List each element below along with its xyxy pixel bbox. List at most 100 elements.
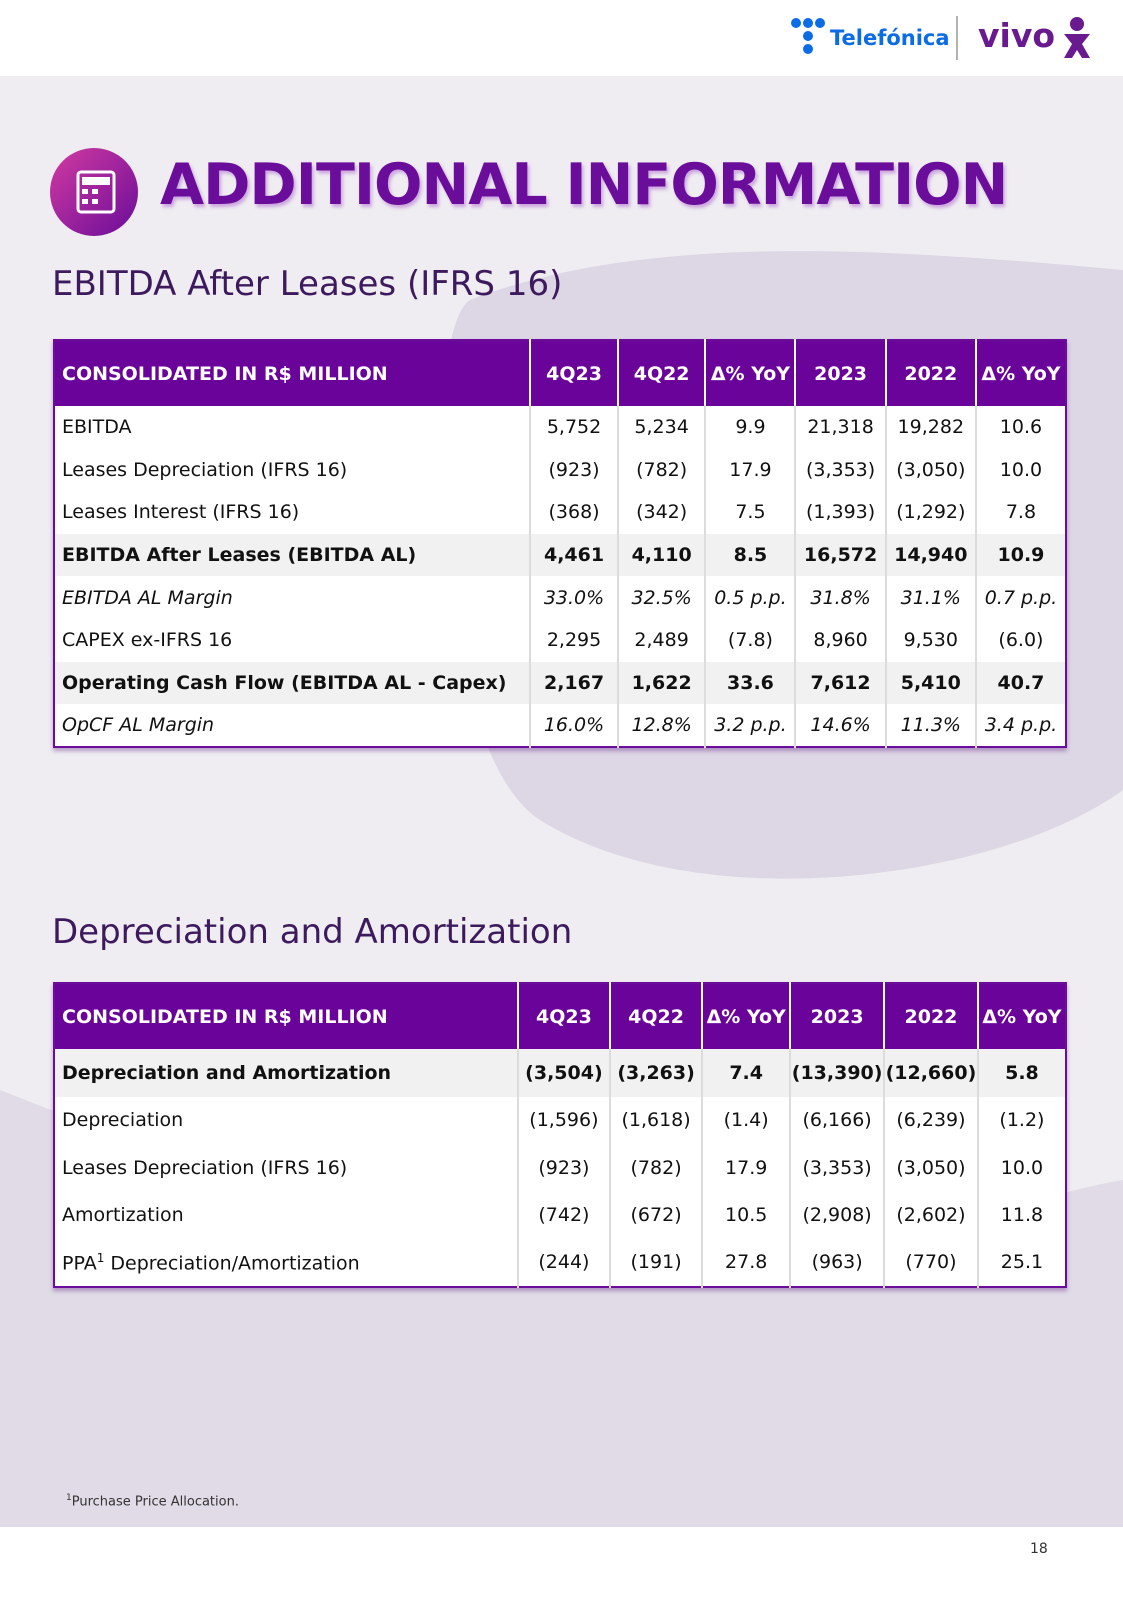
label-text: Depreciation and Amortization	[62, 1061, 392, 1084]
label-text: Amortization	[62, 1204, 184, 1227]
cell: (1,393)	[794, 491, 886, 534]
cell: (770)	[883, 1239, 978, 1287]
label-text: CAPEX ex-IFRS 16	[62, 629, 233, 652]
label-text: Leases Depreciation (IFRS 16)	[62, 458, 348, 481]
cell: 5,410	[884, 661, 976, 705]
row-label: Leases Interest (IFRS 16)	[54, 491, 530, 534]
column-header: Δ% YoY	[974, 340, 1066, 406]
table-row: Leases Depreciation (IFRS 16) (923) (782) 1…	[54, 448, 1066, 492]
logos	[791, 16, 1090, 60]
cell: 4,461	[529, 533, 618, 577]
row-label: OpCF AL Margin	[54, 704, 530, 747]
cell: 3.4 p.p.	[974, 704, 1066, 747]
table-row: EBITDA 5,752 5,234 9.9 21,318 19,282 10.6	[54, 406, 1066, 449]
cell: 5.8	[976, 1049, 1066, 1097]
cell: (3,050)	[883, 1144, 978, 1192]
cell: 3.2 p.p.	[704, 704, 796, 747]
cell: 21,318	[794, 406, 886, 449]
label-text: Leases Depreciation (IFRS 16)	[62, 1156, 348, 1179]
cell: (1,292)	[884, 491, 976, 534]
cell: (12,660)	[883, 1049, 978, 1097]
cell: 27.8	[701, 1239, 791, 1287]
cell: 7.4	[701, 1049, 791, 1097]
label-text: Leases Interest (IFRS 16)	[62, 501, 300, 524]
cell: (191)	[608, 1239, 703, 1287]
cell: 0.7 p.p.	[974, 576, 1066, 619]
label-text: EBITDA	[62, 416, 132, 439]
cell: 31.8%	[794, 576, 886, 619]
cell: (1,596)	[516, 1096, 610, 1144]
brand: vivo	[978, 16, 1056, 55]
cell: (3,050)	[884, 448, 976, 492]
cell: 2,489	[616, 618, 706, 662]
cell: (742)	[516, 1191, 610, 1239]
section-heading: EBITDA After Leases (IFRS 16)	[52, 264, 563, 304]
cell: (3,353)	[794, 448, 886, 492]
label-superscript: 1	[96, 1250, 105, 1265]
cell: 2,167	[529, 661, 618, 705]
data-table: CONSOLIDATED IN R$ MILLION 4Q23 4Q22 Δ% YoY…	[53, 982, 1067, 1288]
column-header: 2023	[794, 340, 886, 406]
cell: 5,234	[616, 406, 706, 449]
footer-bar	[0, 1527, 1123, 1598]
cell: 10.9	[974, 533, 1066, 577]
section-heading: Depreciation and Amortization	[52, 912, 573, 952]
cell: 7,612	[794, 661, 886, 705]
cell: 9,530	[884, 618, 976, 662]
cell: (782)	[616, 448, 706, 492]
cell: (7.8)	[704, 618, 796, 662]
footnote: 1Purchase Price Allocation.	[66, 1493, 239, 1509]
cell: 10.0	[974, 448, 1066, 492]
cell: (342)	[616, 491, 706, 534]
cell: 8,960	[794, 618, 886, 662]
cell: (1,618)	[608, 1096, 703, 1144]
cell: 19,282	[884, 406, 976, 449]
cell: (3,504)	[516, 1049, 610, 1097]
header-row: CONSOLIDATED IN R$ MILLION 4Q23 4Q22 Δ% YoY…	[54, 983, 1066, 1049]
cell: 25.1	[976, 1239, 1066, 1287]
cell: 14,940	[884, 533, 976, 577]
row-label: Amortization	[54, 1192, 518, 1240]
column-header: 4Q23	[516, 983, 610, 1049]
cell: (672)	[608, 1191, 703, 1239]
cell: 10.6	[974, 406, 1066, 449]
row-label: EBITDA AL Margin	[54, 576, 530, 619]
table-row: Leases Depreciation (IFRS 16) (923) (782) 1…	[54, 1144, 1066, 1192]
table-row: Depreciation (1,596) (1,618) (1.4) (6,166) (6…	[54, 1096, 1066, 1145]
column-header: 4Q23	[529, 340, 618, 406]
cell: (13,390)	[789, 1049, 885, 1097]
cell: 14.6%	[794, 704, 886, 747]
column-header: 4Q22	[616, 340, 706, 406]
label-text: PPA	[62, 1251, 97, 1274]
column-header: 2023	[789, 983, 885, 1049]
table-row: Amortization (742) (672) 10.5 (2,908) (2,602)…	[54, 1191, 1066, 1240]
cell: 16,572	[794, 533, 886, 577]
cell: 8.5	[704, 533, 796, 577]
cell: 2,295	[529, 618, 618, 662]
row-label: Depreciation and Amortization	[54, 1049, 518, 1097]
label-text: Operating Cash Flow (EBITDA AL - Capex)	[62, 671, 507, 694]
cell: (1.2)	[976, 1096, 1066, 1144]
cell: (244)	[516, 1239, 610, 1287]
cell: 31.1%	[884, 576, 976, 619]
cell: (2,908)	[789, 1191, 885, 1239]
cell: (6,166)	[789, 1096, 885, 1144]
row-label: Leases Depreciation (IFRS 16)	[54, 1144, 518, 1192]
cell: (6.0)	[974, 618, 1066, 662]
page-number: 18	[1030, 1541, 1048, 1557]
label-text: Depreciation	[62, 1109, 184, 1132]
header-row: CONSOLIDATED IN R$ MILLION 4Q23 4Q22 Δ% YoY…	[54, 340, 1066, 406]
cell: 32.5%	[616, 576, 706, 619]
table-row: Depreciation and Amortization (3,504) (3,2…	[54, 1049, 1066, 1097]
table-row: Operating Cash Flow (EBITDA AL - Capex) 2…	[54, 661, 1066, 705]
brand: Telefónica	[830, 26, 950, 50]
row-label: EBITDA After Leases (EBITDA AL)	[54, 533, 531, 577]
label-text: OpCF AL Margin	[62, 713, 215, 736]
data-table: CONSOLIDATED IN R$ MILLION 4Q23 4Q22 Δ% YoY…	[53, 339, 1067, 748]
cell: 12.8%	[616, 704, 706, 747]
column-header: CONSOLIDATED IN R$ MILLION	[54, 340, 531, 406]
row-label: Depreciation	[54, 1097, 518, 1145]
cell: 10.5	[701, 1191, 791, 1239]
